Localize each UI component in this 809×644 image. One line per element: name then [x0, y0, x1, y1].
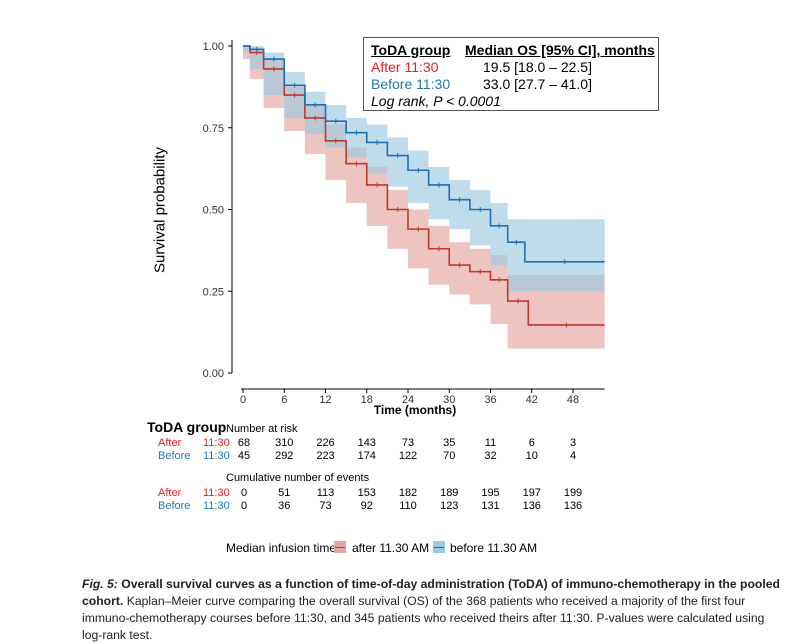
events-after-value: 113 [316, 487, 335, 499]
events-before-group-word: Before [158, 500, 191, 512]
events-after-value: 51 [278, 487, 291, 499]
ci-band-before [243, 46, 605, 292]
at-risk-before-value: 10 [525, 450, 538, 462]
y-tick-label: 1.00 [203, 41, 224, 53]
risk-table-title: ToDA group [147, 419, 227, 435]
events-before-value: 136 [522, 500, 541, 512]
logrank-text: Log rank, P < 0.0001 [371, 93, 501, 109]
at-risk-after-value: 11 [484, 437, 497, 449]
after-legend-swatch [334, 541, 346, 553]
events-after-value: 182 [398, 487, 418, 499]
y-axis-label: Survival probability [151, 147, 169, 273]
y-tick-label: 0.25 [203, 286, 224, 298]
y-tick-label: 0.75 [203, 123, 224, 135]
x-tick-label: 6 [281, 394, 287, 406]
events-before-value: 131 [481, 500, 500, 512]
legend-group-after: After 11:30 [371, 59, 439, 75]
at-risk-before-value: 4 [569, 450, 577, 462]
at-risk-after-value: 226 [316, 437, 335, 449]
at-risk-before-value: 45 [237, 450, 251, 462]
caption-body: Kaplan–Meier curve comparing the overall… [82, 594, 765, 642]
x-tick-label: 30 [443, 394, 455, 406]
x-tick-label: 12 [319, 394, 331, 406]
events-before-value: 136 [563, 500, 583, 512]
events-before-value: 110 [399, 500, 417, 512]
events-after-value: 189 [440, 487, 459, 499]
events-after-group-word: After [158, 487, 182, 499]
at-risk-before-group-word: Before [158, 450, 191, 462]
at-risk-after-value: 6 [528, 437, 535, 449]
caption-label: Fig. 5: [82, 577, 118, 591]
at-risk-before-group-time: 11:30 [203, 450, 230, 462]
caption-title: Overall survival curves as a function of… [82, 577, 780, 608]
events-after-value: 195 [481, 487, 500, 499]
at-risk-after-group-word: After [158, 437, 182, 449]
at-risk-before-value: 174 [357, 450, 376, 462]
y-tick-label: 0.00 [203, 368, 224, 380]
at-risk-after-value: 35 [443, 437, 456, 449]
events-before-value: 73 [319, 500, 332, 512]
at-risk-after-value: 310 [275, 437, 294, 449]
before-legend-swatch [433, 541, 445, 553]
legend-group-before: Before 11:30 [371, 76, 451, 92]
legend-median-after: 19.5 [18.0 – 22.5] [483, 59, 592, 75]
at-risk-after-value: 143 [357, 437, 376, 449]
survival-curve-before [243, 45, 605, 263]
legend-header-group: ToDA group [371, 42, 451, 58]
events-after-value: 0 [240, 487, 248, 499]
x-axis-label: Time (months) [373, 403, 457, 417]
events-after-value: 153 [357, 487, 376, 499]
x-tick-label: 0 [240, 394, 246, 406]
bottom-legend-before: before 11.30 AM [450, 541, 538, 555]
at-risk-after-value: 68 [237, 437, 251, 449]
x-tick-label: 24 [402, 394, 414, 406]
x-tick-label: 18 [361, 394, 373, 406]
at-risk-before-value: 292 [275, 450, 294, 462]
at-risk-before-value: 32 [484, 450, 497, 462]
legend-header-median: Median OS [95% CI], months [465, 42, 655, 58]
events-before-value: 36 [278, 500, 291, 512]
at-risk-after-group-time: 11:30 [203, 437, 230, 449]
at-risk-after-value: 3 [569, 437, 577, 449]
figure-caption: Fig. 5: Overall survival curves as a fun… [82, 576, 782, 644]
events-before-group-time: 11:30 [203, 500, 230, 512]
events-before-value: 123 [440, 500, 459, 512]
x-tick-label: 42 [526, 394, 538, 406]
legend-median-before: 33.0 [27.7 – 41.0] [483, 76, 592, 92]
events-label: Cumulative number of events [226, 472, 370, 484]
median-os-legend: ToDA group Median OS [95% CI], months Af… [363, 37, 659, 111]
events-before-value: 0 [240, 500, 248, 512]
x-tick-label: 48 [567, 394, 579, 406]
at-risk-after-value: 73 [401, 437, 415, 449]
events-after-value: 199 [563, 487, 583, 499]
bottom-legend-after: after 11.30 AM [352, 541, 430, 555]
events-after-value: 197 [522, 487, 541, 499]
at-risk-before-value: 70 [443, 450, 456, 462]
bottom-legend-title: Median infusion time [226, 541, 337, 555]
at-risk-before-value: 122 [398, 450, 418, 462]
events-after-group-time: 11:30 [203, 487, 230, 499]
at-risk-label: Number at risk [226, 423, 298, 435]
y-tick-label: 0.50 [203, 205, 224, 217]
at-risk-before-value: 223 [316, 450, 335, 462]
x-tick-label: 36 [484, 394, 496, 406]
events-before-value: 92 [360, 500, 373, 512]
